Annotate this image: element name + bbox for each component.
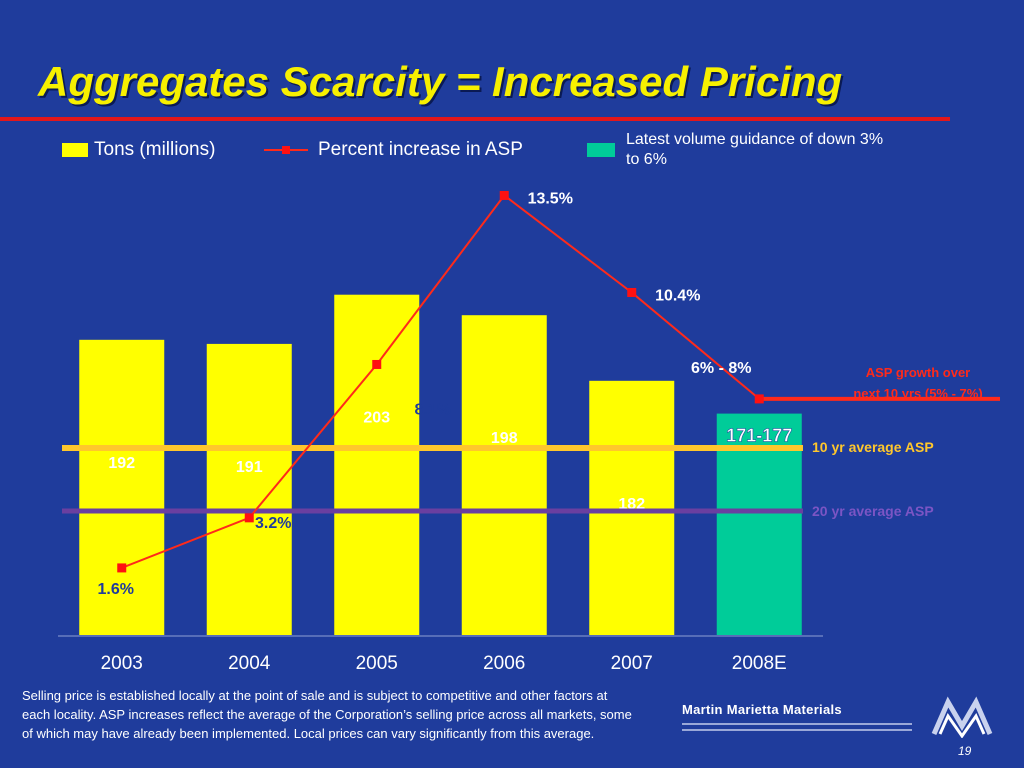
bar-value-label: 171-177 [726, 426, 792, 446]
bar-value-label: 198 [491, 430, 518, 447]
asp-point [117, 563, 127, 573]
bar-2007 [589, 380, 675, 635]
x-axis-group: 2003 2004 2005 2006 2007 2008E [58, 635, 823, 674]
asp-line [121, 194, 760, 569]
guidance-note: Latest volume guidance of down 3% to 6% [626, 131, 884, 168]
legend-tons: Tons (millions) [62, 138, 215, 162]
bar-value-label: 192 [108, 455, 135, 472]
asp-value-label: 3.2% [255, 515, 291, 532]
brand-rule-2 [682, 729, 912, 731]
twenty-yr-average-label: 20 yr average ASP [812, 503, 934, 519]
brand-name: Martin Marietta Materials [682, 702, 842, 717]
footnote: Selling price is established locally at … [22, 688, 632, 741]
title-rule [0, 117, 950, 121]
legend-line-swatch [264, 143, 308, 157]
asp-growth-annotation-line2: next 10 yrs (5% - 7%) [853, 386, 982, 401]
asp-point [499, 190, 509, 200]
legend-green-swatch [587, 143, 615, 157]
bar-value-label: 191 [236, 459, 263, 476]
slide-title: Aggregates Scarcity = Increased Pricing [38, 58, 843, 105]
asp-point [244, 513, 254, 523]
company-logo-icon [931, 696, 993, 738]
x-tick-label: 2003 [101, 653, 143, 674]
x-tick-label: 2007 [611, 653, 653, 674]
legend-asp-label: Percent increase in ASP [318, 139, 523, 160]
asp-point [754, 394, 764, 404]
legend-tons-label: Tons (millions) [94, 139, 216, 160]
bar-2003 [79, 339, 165, 635]
asp-value-label: 8.1% [415, 401, 451, 418]
asp-point [372, 359, 382, 369]
ten-yr-average-label: 10 yr average ASP [812, 439, 934, 455]
legend-guidance [587, 138, 625, 162]
x-tick-label: 2008E [732, 653, 787, 674]
asp-value-label: 10.4% [655, 287, 700, 304]
brand-rule-1 [682, 723, 912, 725]
x-tick-label: 2004 [228, 653, 271, 674]
bar-2005 [334, 294, 420, 635]
asp-line-group: 1.6% 3.2% 8.1% 13.5% 10.4% 6% - 8% [98, 190, 1000, 598]
bar-value-label: 203 [363, 410, 390, 427]
bars-group [79, 294, 802, 635]
asp-point [627, 287, 637, 297]
legend-asp: Percent increase in ASP [264, 138, 523, 162]
asp-value-label: 6% - 8% [691, 360, 751, 377]
legend-bar-swatch [62, 143, 88, 157]
bar-2006 [461, 315, 547, 635]
bar-2004 [206, 343, 292, 635]
x-tick-label: 2006 [483, 653, 525, 674]
x-tick-label: 2005 [356, 653, 398, 674]
page-number: 19 [958, 744, 972, 758]
asp-value-label: 1.6% [98, 581, 134, 598]
asp-value-label: 13.5% [528, 190, 573, 207]
asp-growth-annotation-line1: ASP growth over [866, 365, 971, 380]
